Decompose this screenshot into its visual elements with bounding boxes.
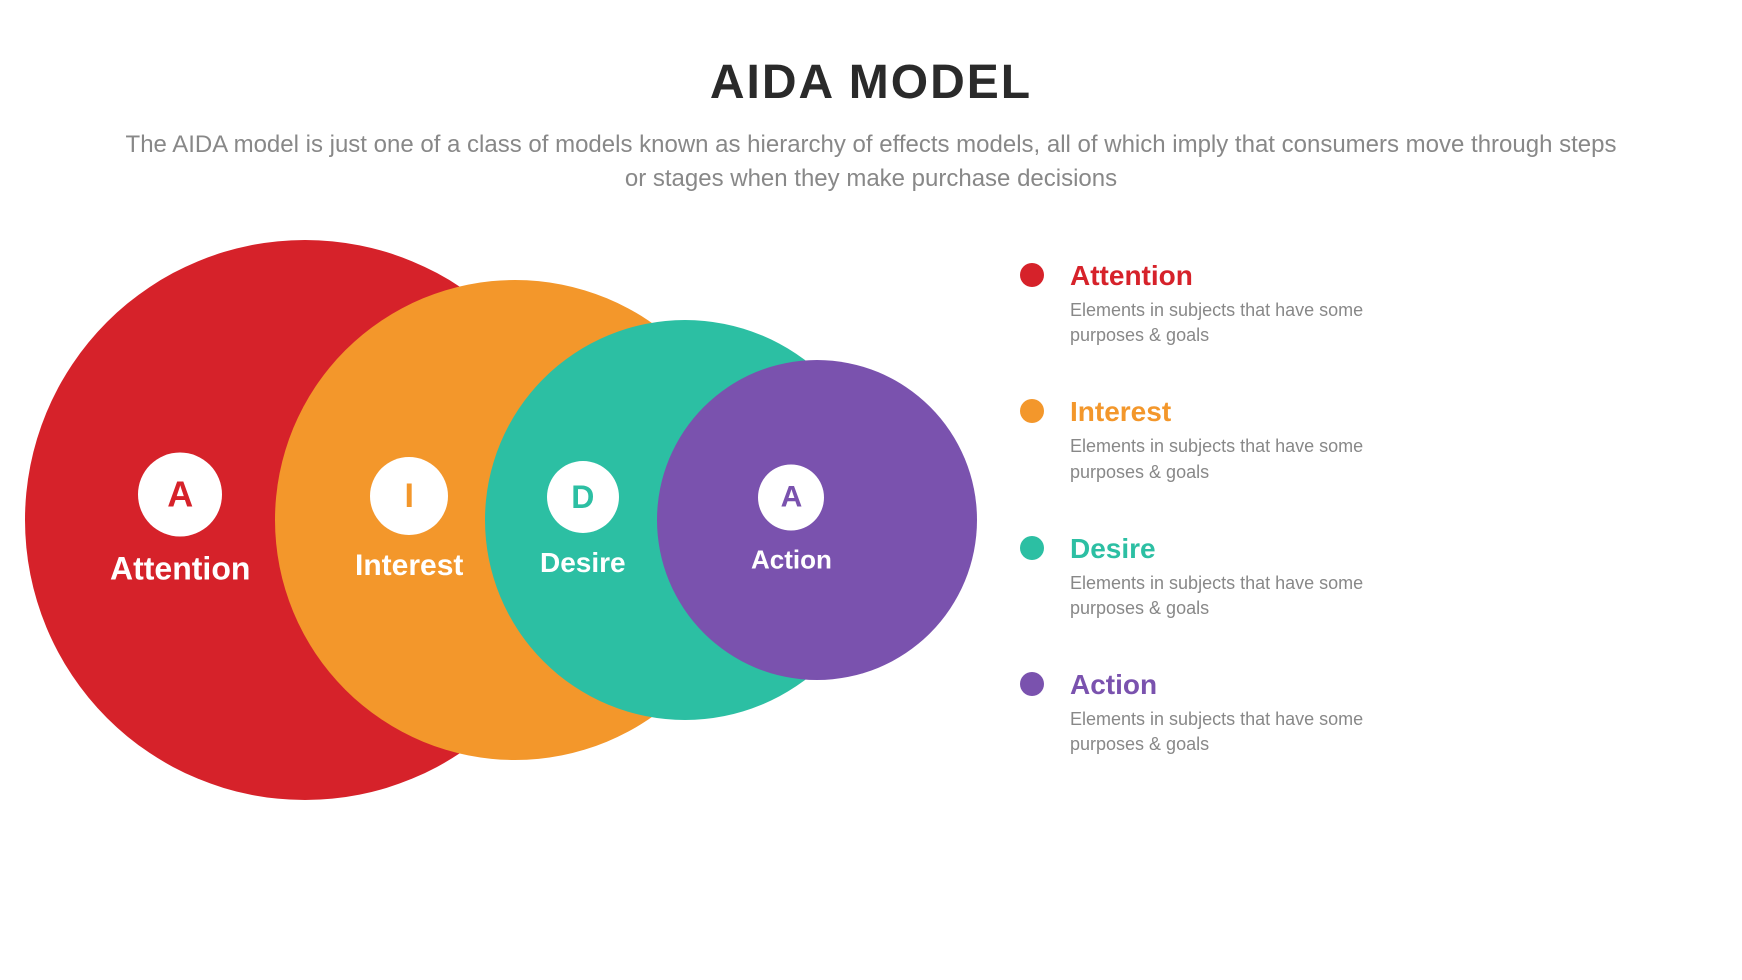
page-subtitle: The AIDA model is just one of a class of…	[121, 128, 1621, 195]
legend-text: Action Elements in subjects that have som…	[1070, 669, 1420, 757]
letter-badge: I	[370, 457, 448, 535]
letter-badge: A	[138, 453, 222, 537]
legend-text: Desire Elements in subjects that have som…	[1070, 533, 1420, 621]
circles-diagram: A Attention I Interest D Desire A Action	[25, 240, 975, 800]
legend: Attention Elements in subjects that have …	[1020, 260, 1420, 806]
stage-label: Attention	[110, 551, 250, 588]
legend-description: Elements in subjects that have some purp…	[1070, 298, 1420, 348]
header: AIDA MODEL The AIDA model is just one of…	[0, 0, 1742, 195]
legend-text: Interest Elements in subjects that have s…	[1070, 396, 1420, 484]
stage-label: Interest	[355, 549, 463, 583]
stage-content: I Interest	[355, 457, 463, 583]
legend-title: Attention	[1070, 260, 1420, 292]
legend-dot-icon	[1020, 263, 1044, 287]
legend-description: Elements in subjects that have some purp…	[1070, 707, 1420, 757]
legend-dot-icon	[1020, 672, 1044, 696]
legend-title: Action	[1070, 669, 1420, 701]
legend-description: Elements in subjects that have some purp…	[1070, 571, 1420, 621]
legend-item-desire: Desire Elements in subjects that have som…	[1020, 533, 1420, 621]
legend-title: Interest	[1070, 396, 1420, 428]
stage-circle-action: A Action	[657, 360, 977, 680]
legend-dot-icon	[1020, 399, 1044, 423]
stage-content: A Attention	[110, 453, 250, 588]
letter-badge: A	[758, 465, 824, 531]
legend-title: Desire	[1070, 533, 1420, 565]
legend-text: Attention Elements in subjects that have …	[1070, 260, 1420, 348]
stage-content: A Action	[751, 465, 832, 576]
legend-item-attention: Attention Elements in subjects that have …	[1020, 260, 1420, 348]
legend-dot-icon	[1020, 536, 1044, 560]
page-title: AIDA MODEL	[0, 55, 1742, 110]
stage-content: D Desire	[540, 461, 626, 579]
stage-label: Desire	[540, 547, 626, 579]
legend-item-interest: Interest Elements in subjects that have s…	[1020, 396, 1420, 484]
legend-description: Elements in subjects that have some purp…	[1070, 434, 1420, 484]
letter-badge: D	[547, 461, 619, 533]
legend-item-action: Action Elements in subjects that have som…	[1020, 669, 1420, 757]
stage-label: Action	[751, 545, 832, 576]
